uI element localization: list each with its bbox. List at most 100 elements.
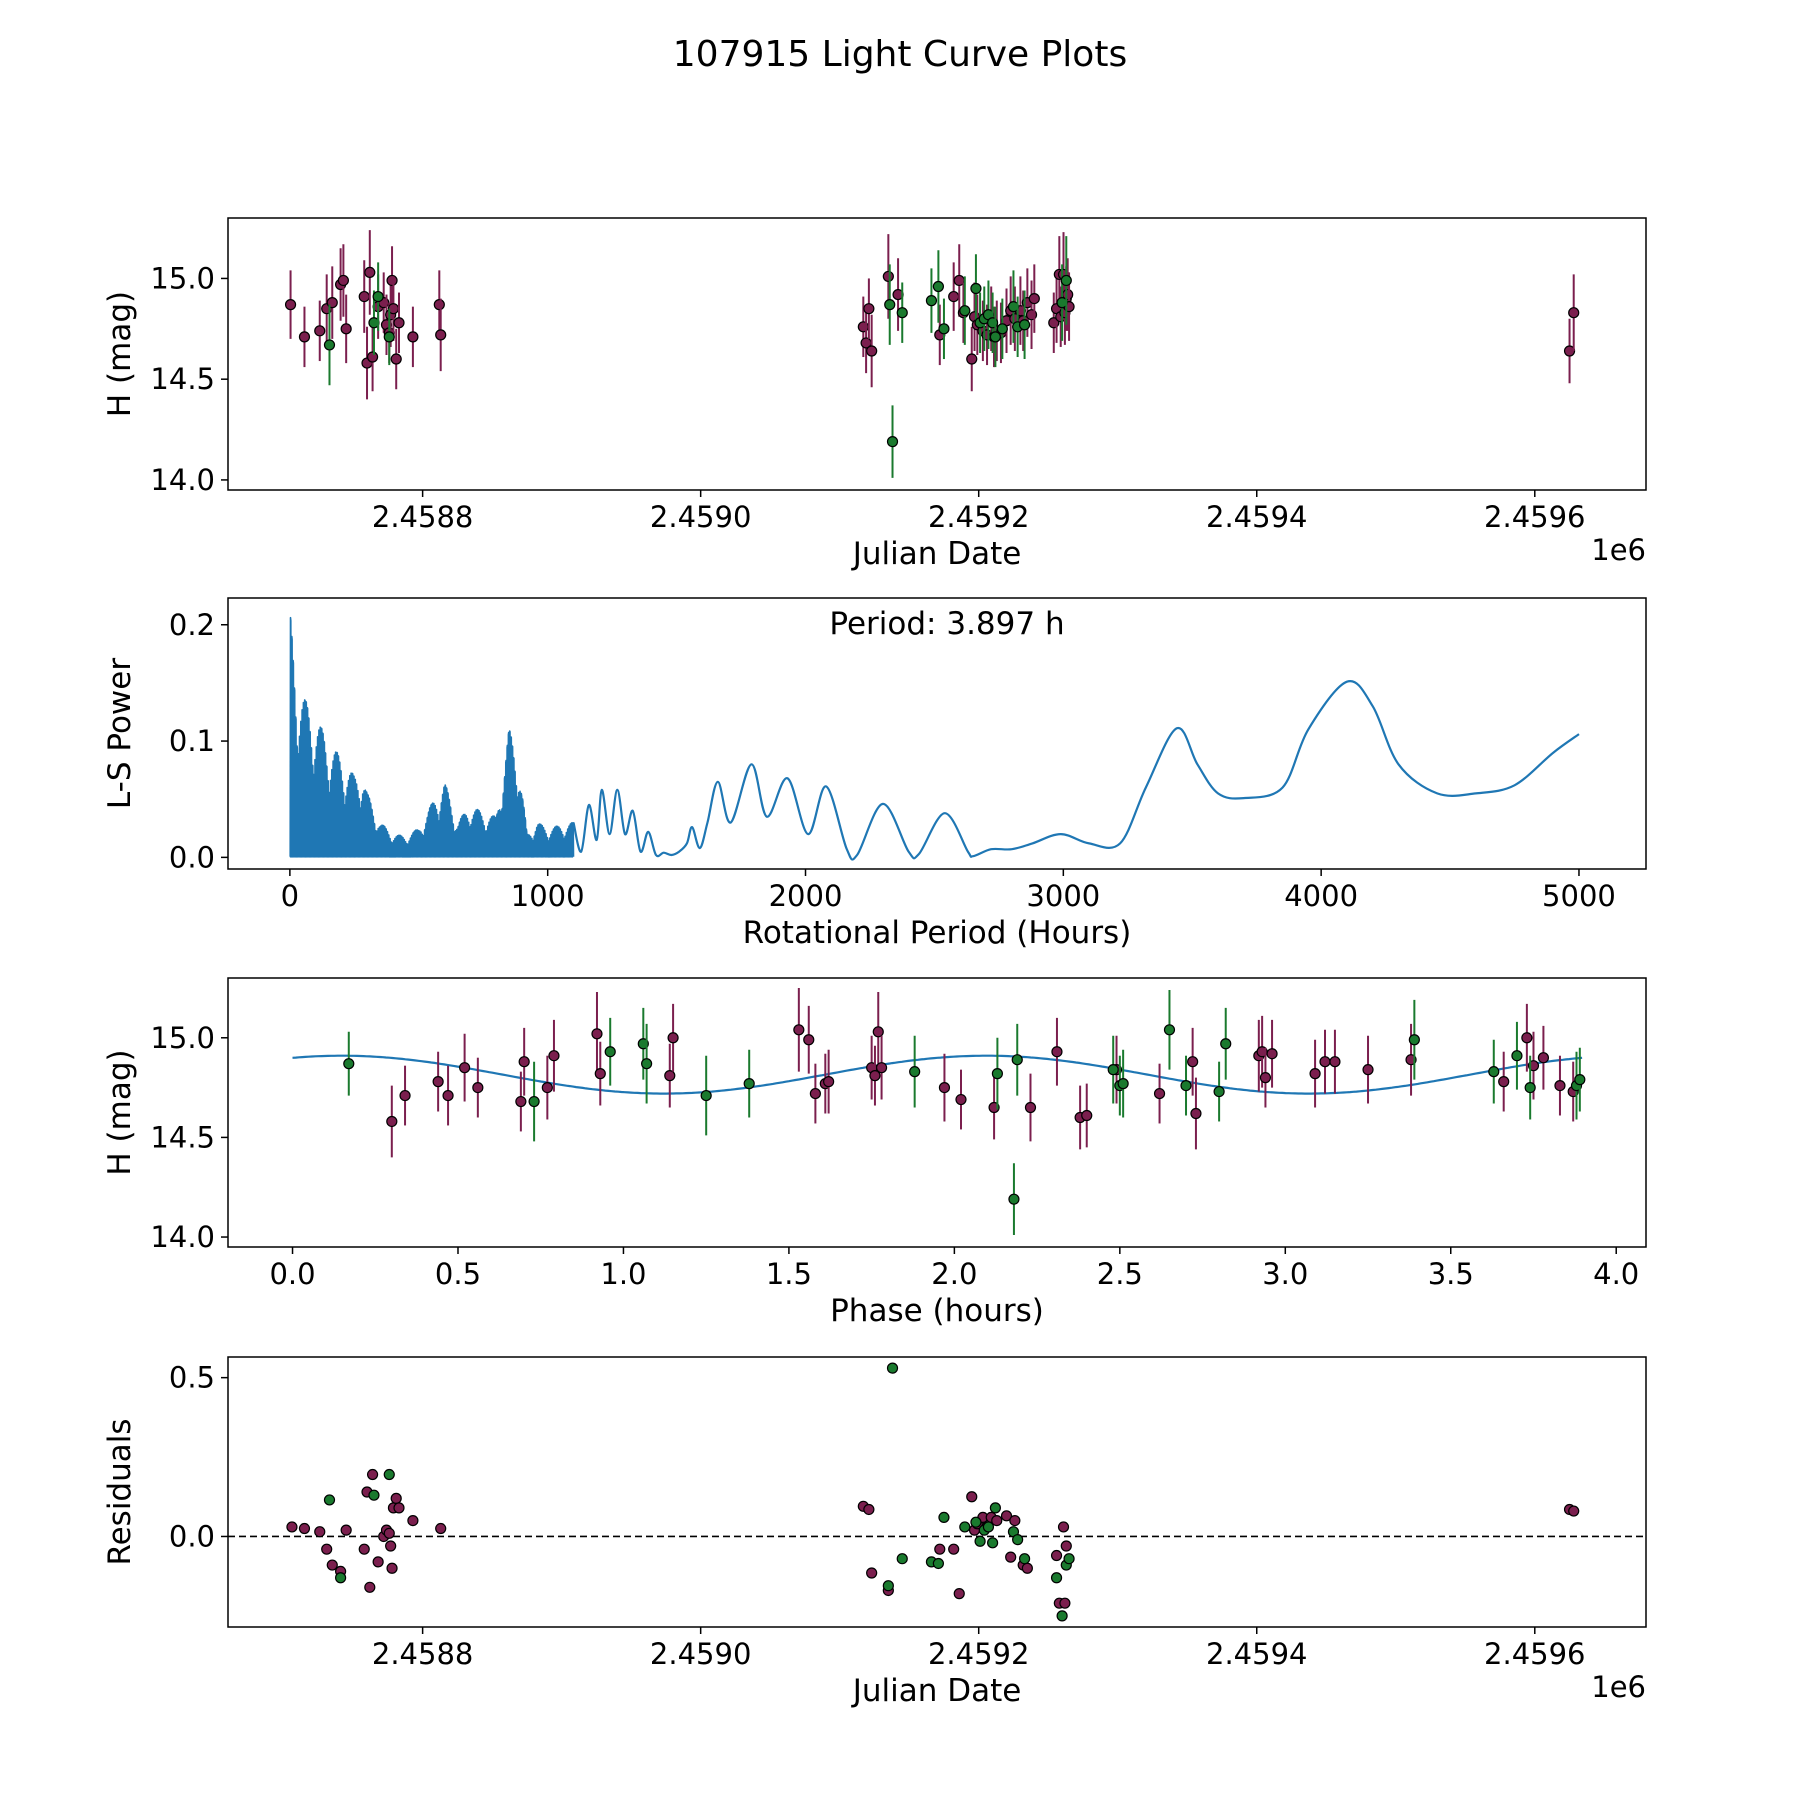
phased-point-red (1537, 1052, 1550, 1064)
residuals-point-red (407, 1514, 419, 1527)
phased-point-red (1187, 1056, 1199, 1068)
phased-ytick-label: 14.0 (150, 1220, 215, 1254)
phased-points (292, 987, 1586, 1236)
lightcurve-point-red (882, 270, 894, 283)
residuals-point-red (1021, 1562, 1033, 1574)
phased-point-red (793, 1024, 805, 1036)
phased-point-red (1329, 1056, 1341, 1068)
lightcurve-points (284, 230, 1580, 478)
residuals-x-offset-text: 1e6 (1591, 1670, 1646, 1704)
phased-point-green (528, 1095, 540, 1108)
residuals-point-red (866, 1567, 878, 1579)
lightcurve-point-red (390, 353, 402, 365)
periodogram-xtick-label: 2000 (769, 879, 843, 913)
residuals-point-red (948, 1543, 960, 1555)
phased-point-red (875, 1062, 888, 1074)
phased-point-red (432, 1076, 444, 1088)
lightcurve-point-green (896, 307, 908, 319)
periodogram-xtick-label: 1000 (511, 879, 585, 913)
phased-ytick-label: 15.0 (150, 1021, 215, 1055)
residuals-point-red (298, 1522, 311, 1535)
residuals-point-green (989, 1502, 1001, 1514)
phased-xtick-label: 4.0 (1593, 1257, 1639, 1291)
residuals-point-red (1060, 1540, 1072, 1552)
phased-point-red (1153, 1087, 1166, 1100)
lightcurve-point-red (407, 331, 419, 343)
phased-xtick-label: 1.0 (600, 1257, 646, 1291)
lightcurve-x-offset-text: 1e6 (1591, 533, 1646, 567)
phased-point-red (1309, 1068, 1321, 1080)
residuals-point-red (1009, 1514, 1021, 1527)
residuals-point-red (326, 1559, 338, 1571)
residuals-point-green (1056, 1610, 1068, 1622)
residuals-point-green (1063, 1553, 1075, 1565)
lightcurve-point-red (966, 353, 978, 365)
lightcurve-point-red (863, 303, 875, 315)
phased-point-green (1011, 1054, 1023, 1066)
phased-point-green (1511, 1050, 1523, 1062)
residuals-point-green (932, 1557, 944, 1570)
phased-axes-frame (227, 977, 1647, 1248)
phased-point-red (1081, 1109, 1093, 1122)
residuals-point-red (1050, 1549, 1063, 1562)
lightcurve-point-red (393, 317, 405, 329)
phased-point-red (1554, 1079, 1566, 1092)
residuals-point-red (863, 1503, 875, 1516)
phased-point-green (1574, 1074, 1586, 1086)
periodogram-xtick-label: 5000 (1542, 879, 1616, 913)
lightcurve-panel: 2.4588 2.4590 2.4592 2.4594 2.4596 14.0 14.5 15… (102, 217, 1647, 572)
phased-xtick-label: 0.5 (435, 1257, 481, 1291)
residuals-point-red (366, 1468, 379, 1481)
lightcurve-ytick-label: 15.0 (150, 261, 215, 295)
phased-point-green (991, 1068, 1003, 1080)
periodogram-xlabel: Rotational Period (Hours) (743, 915, 1132, 951)
residuals-point-green (974, 1535, 986, 1547)
lightcurve-point-green (925, 295, 938, 307)
residuals-ticks: 2.4588 2.4590 2.4592 2.4594 2.4596 0.0 0.5 (169, 1361, 1586, 1671)
residuals-point-red (385, 1540, 397, 1552)
residuals-point-red (1568, 1505, 1580, 1517)
phased-point-red (548, 1050, 560, 1062)
residuals-xtick-label: 2.4590 (650, 1637, 751, 1671)
lightcurve-point-green (323, 339, 336, 351)
residuals-point-green (383, 1468, 395, 1481)
periodogram-xtick-label: 4000 (1284, 879, 1358, 913)
phased-point-red (472, 1081, 484, 1094)
residuals-point-red (953, 1588, 965, 1600)
lightcurve-point-green (970, 282, 982, 295)
phased-ticks: 0.0 0.5 1.0 1.5 2.0 2.5 3.0 3.5 4.0 14.0 14.5 15.0 (150, 1021, 1639, 1291)
phased-xtick-label: 3.0 (1262, 1257, 1308, 1291)
phased-point-red (823, 1076, 835, 1088)
lightcurve-point-red (1028, 292, 1040, 305)
phased-point-green (1524, 1081, 1536, 1094)
lightcurve-point-red (948, 290, 960, 303)
lightcurve-point-red (866, 345, 878, 357)
residuals-point-red (934, 1543, 946, 1555)
lightcurve-ytick-label: 14.0 (150, 463, 215, 497)
phased-point-green (909, 1066, 921, 1078)
phased-point-red (955, 1093, 967, 1106)
lightcurve-point-green (989, 331, 1001, 343)
lightcurve-axes-frame (227, 217, 1647, 491)
lightcurve-ytick-label: 14.5 (150, 362, 215, 396)
residuals-point-red (390, 1492, 402, 1504)
phased-point-red (459, 1062, 471, 1074)
phased-point-red (518, 1056, 530, 1068)
lightcurve-xtick-label: 2.4592 (928, 500, 1029, 534)
phased-point-red (667, 1032, 679, 1044)
residuals-point-red (321, 1543, 333, 1555)
residuals-point-green (982, 1521, 995, 1533)
phased-xtick-label: 3.5 (1428, 1257, 1474, 1291)
lightcurve-point-red (298, 331, 311, 343)
residuals-point-green (896, 1553, 908, 1565)
phased-point-green (1107, 1064, 1119, 1076)
ls-power-smooth-trace (572, 680, 1580, 861)
phased-xlabel: Phase (hours) (830, 1293, 1044, 1329)
residuals-xtick-label: 2.4592 (928, 1637, 1029, 1671)
phased-point-red (1259, 1072, 1272, 1084)
lightcurve-point-red (284, 299, 297, 311)
periodogram-xtick-label: 3000 (1026, 879, 1100, 913)
periodogram-ytick-label: 0.0 (169, 840, 215, 874)
residuals-point-red (386, 1562, 398, 1574)
